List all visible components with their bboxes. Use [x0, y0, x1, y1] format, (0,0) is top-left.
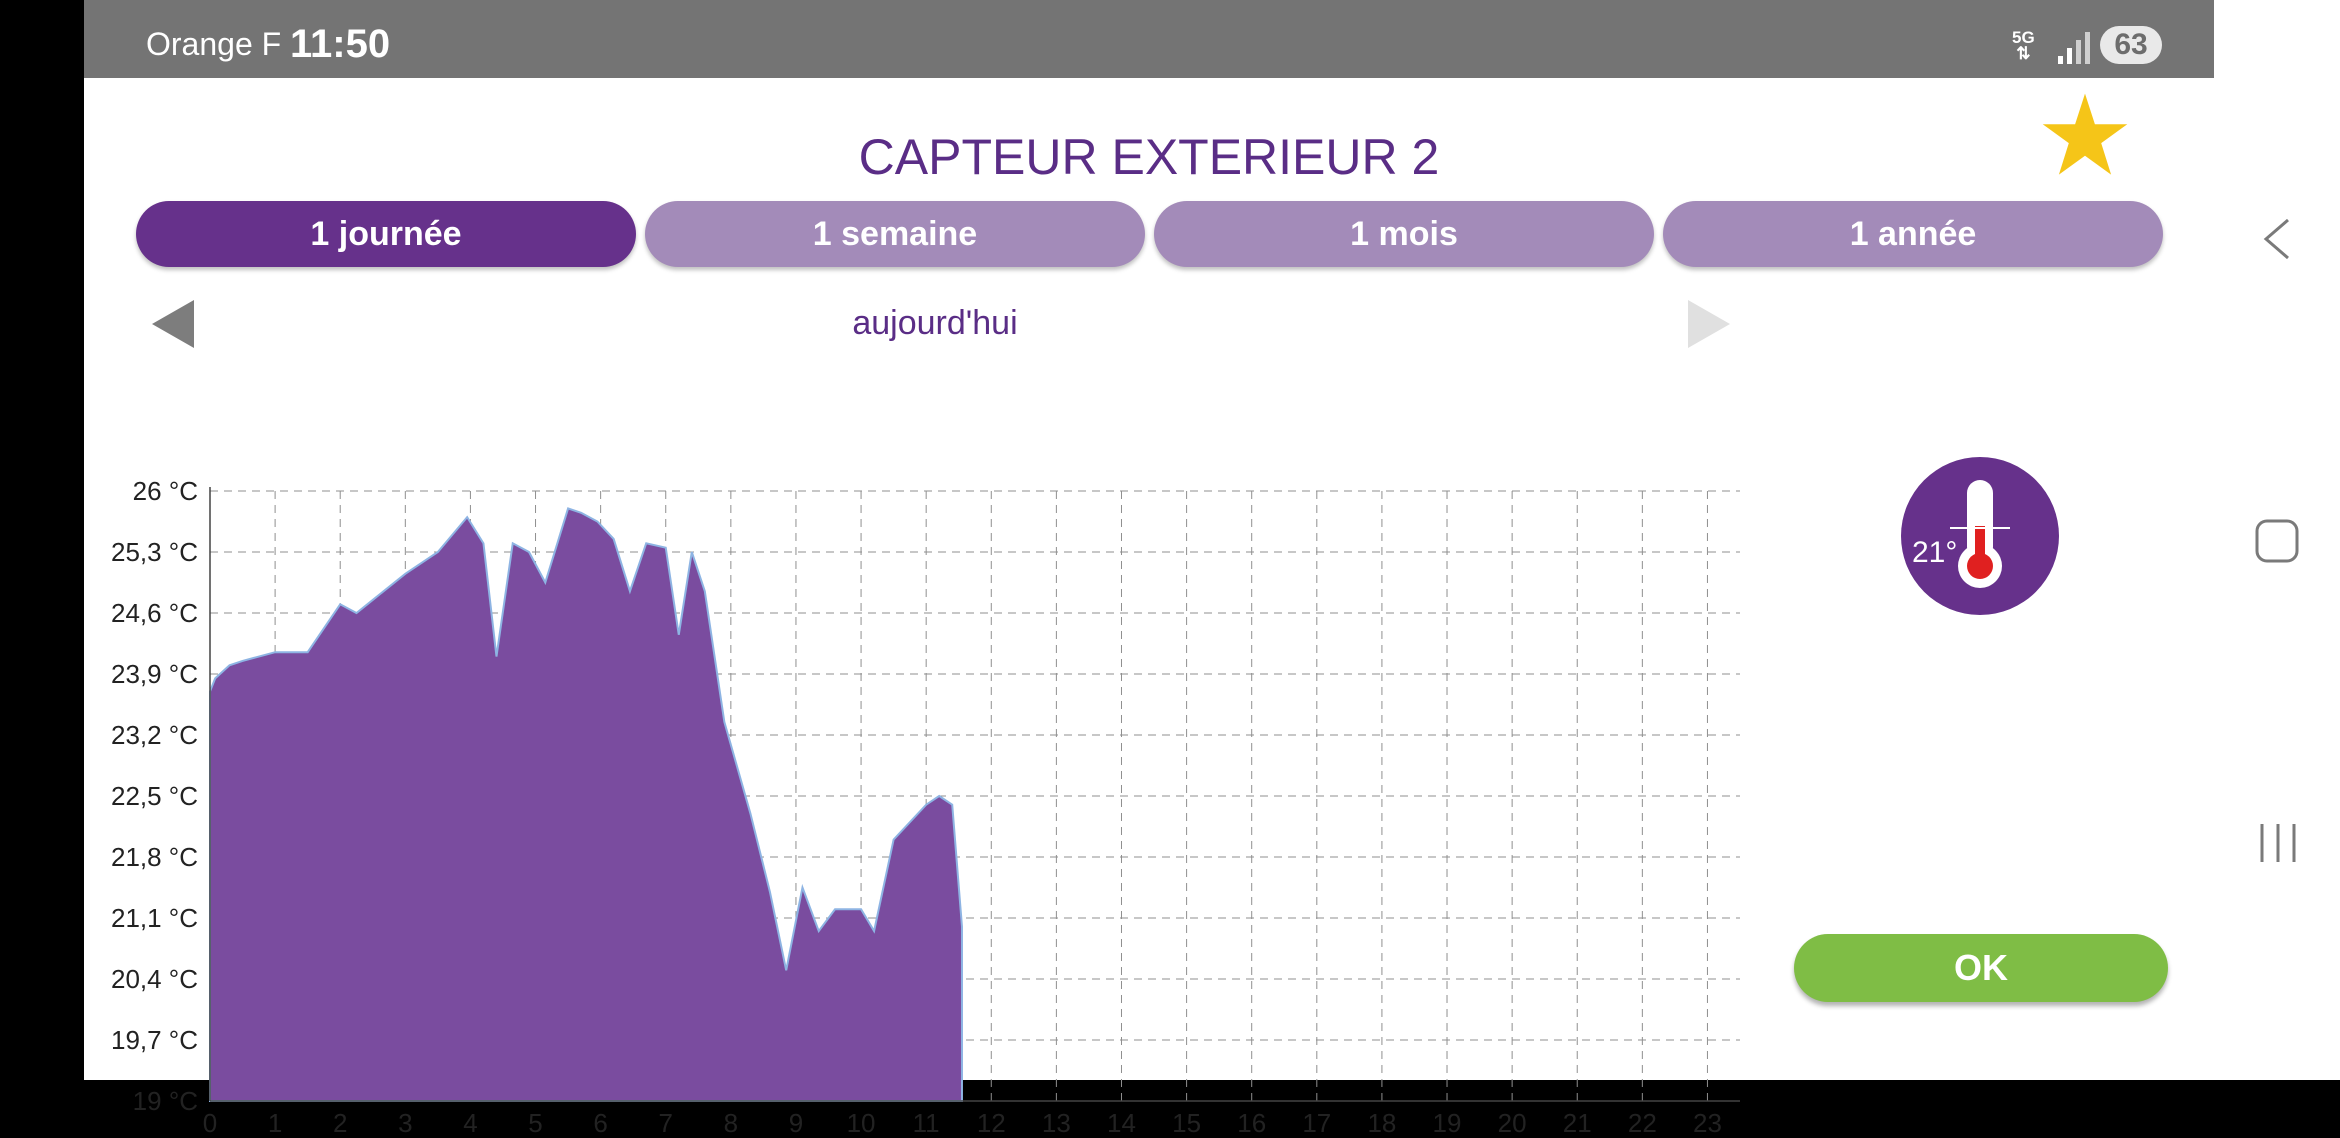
next-period-arrow-icon[interactable]: [1686, 298, 1732, 350]
x-tick-label: 16: [1237, 1108, 1266, 1138]
x-tick-label: 17: [1302, 1108, 1331, 1138]
star-icon[interactable]: [2040, 90, 2130, 180]
previous-period-arrow-icon[interactable]: [150, 298, 196, 350]
y-tick-label: 23,2 °C: [111, 720, 198, 750]
x-tick-label: 7: [659, 1108, 673, 1138]
x-tick-label: 4: [463, 1108, 477, 1138]
navigation-bar: [2214, 0, 2340, 1080]
x-tick-label: 15: [1172, 1108, 1201, 1138]
x-tick-label: 10: [847, 1108, 876, 1138]
x-tick-label: 8: [724, 1108, 738, 1138]
back-icon[interactable]: [2258, 216, 2294, 262]
thermometer-icon: 21°: [1901, 457, 2059, 615]
y-tick-label: 24,6 °C: [111, 598, 198, 628]
x-tick-label: 0: [203, 1108, 217, 1138]
x-tick-label: 5: [528, 1108, 542, 1138]
page-title: CAPTEUR EXTERIEUR 2: [858, 129, 1440, 185]
x-tick-label: 18: [1367, 1108, 1396, 1138]
temperature-area: [209, 507, 963, 1102]
network-type: 5G: [2012, 28, 2035, 47]
x-tick-label: 12: [977, 1108, 1006, 1138]
period-label: aujourd'hui: [852, 304, 1018, 342]
x-tick-label: 22: [1628, 1108, 1657, 1138]
y-tick-label: 22,5 °C: [111, 781, 198, 811]
y-tick-label: 19,7 °C: [111, 1025, 198, 1055]
x-tick-label: 21: [1563, 1108, 1592, 1138]
x-tick-label: 13: [1042, 1108, 1071, 1138]
carrier-name: Orange F: [146, 26, 282, 62]
battery-indicator: 63: [2100, 26, 2162, 64]
x-tick-label: 3: [398, 1108, 412, 1138]
tab-1-year[interactable]: 1 année: [1663, 201, 2163, 267]
tab-1-month[interactable]: 1 mois: [1154, 201, 1654, 267]
x-tick-label: 11: [913, 1108, 940, 1138]
recent-apps-icon[interactable]: [2256, 820, 2300, 866]
y-tick-label: 21,8 °C: [111, 842, 198, 872]
x-tick-label: 9: [789, 1108, 803, 1138]
x-tick-label: 19: [1433, 1108, 1462, 1138]
temperature-chart: 19 °C 19,7 °C 20,4 °C 21,1 °C 21,8 °C 22,5 °C…: [111, 476, 1740, 1138]
ok-button[interactable]: OK: [1794, 934, 2168, 1002]
y-tick-label: 20,4 °C: [111, 964, 198, 994]
y-tick-label: 23,9 °C: [111, 659, 198, 689]
status-bar: Orange F 11:50 5G ⇅ 63: [84, 0, 2214, 78]
tab-1-week[interactable]: 1 semaine: [645, 201, 1145, 267]
x-tick-label: 2: [333, 1108, 347, 1138]
app-screen: CAPTEUR EXTERIEUR 2 1 journée 1 semaine …: [84, 78, 2214, 1138]
network-5g-icon: 5G ⇅: [2012, 28, 2035, 63]
x-tick-label: 23: [1693, 1108, 1722, 1138]
x-tick-label: 6: [593, 1108, 607, 1138]
sensor-reading: 21°: [1912, 536, 1957, 569]
home-icon[interactable]: [2254, 518, 2300, 564]
x-tick-label: 1: [268, 1108, 282, 1138]
y-tick-label: 19 °C: [133, 1086, 198, 1116]
status-time: 11:50: [290, 22, 391, 66]
signal-icon: [2058, 32, 2090, 64]
y-tick-label: 21,1 °C: [111, 903, 198, 933]
y-tick-label: 26 °C: [133, 476, 198, 506]
tab-1-day[interactable]: 1 journée: [136, 201, 636, 267]
x-tick-label: 14: [1107, 1108, 1136, 1138]
x-tick-label: 20: [1498, 1108, 1527, 1138]
y-tick-label: 25,3 °C: [111, 537, 198, 567]
